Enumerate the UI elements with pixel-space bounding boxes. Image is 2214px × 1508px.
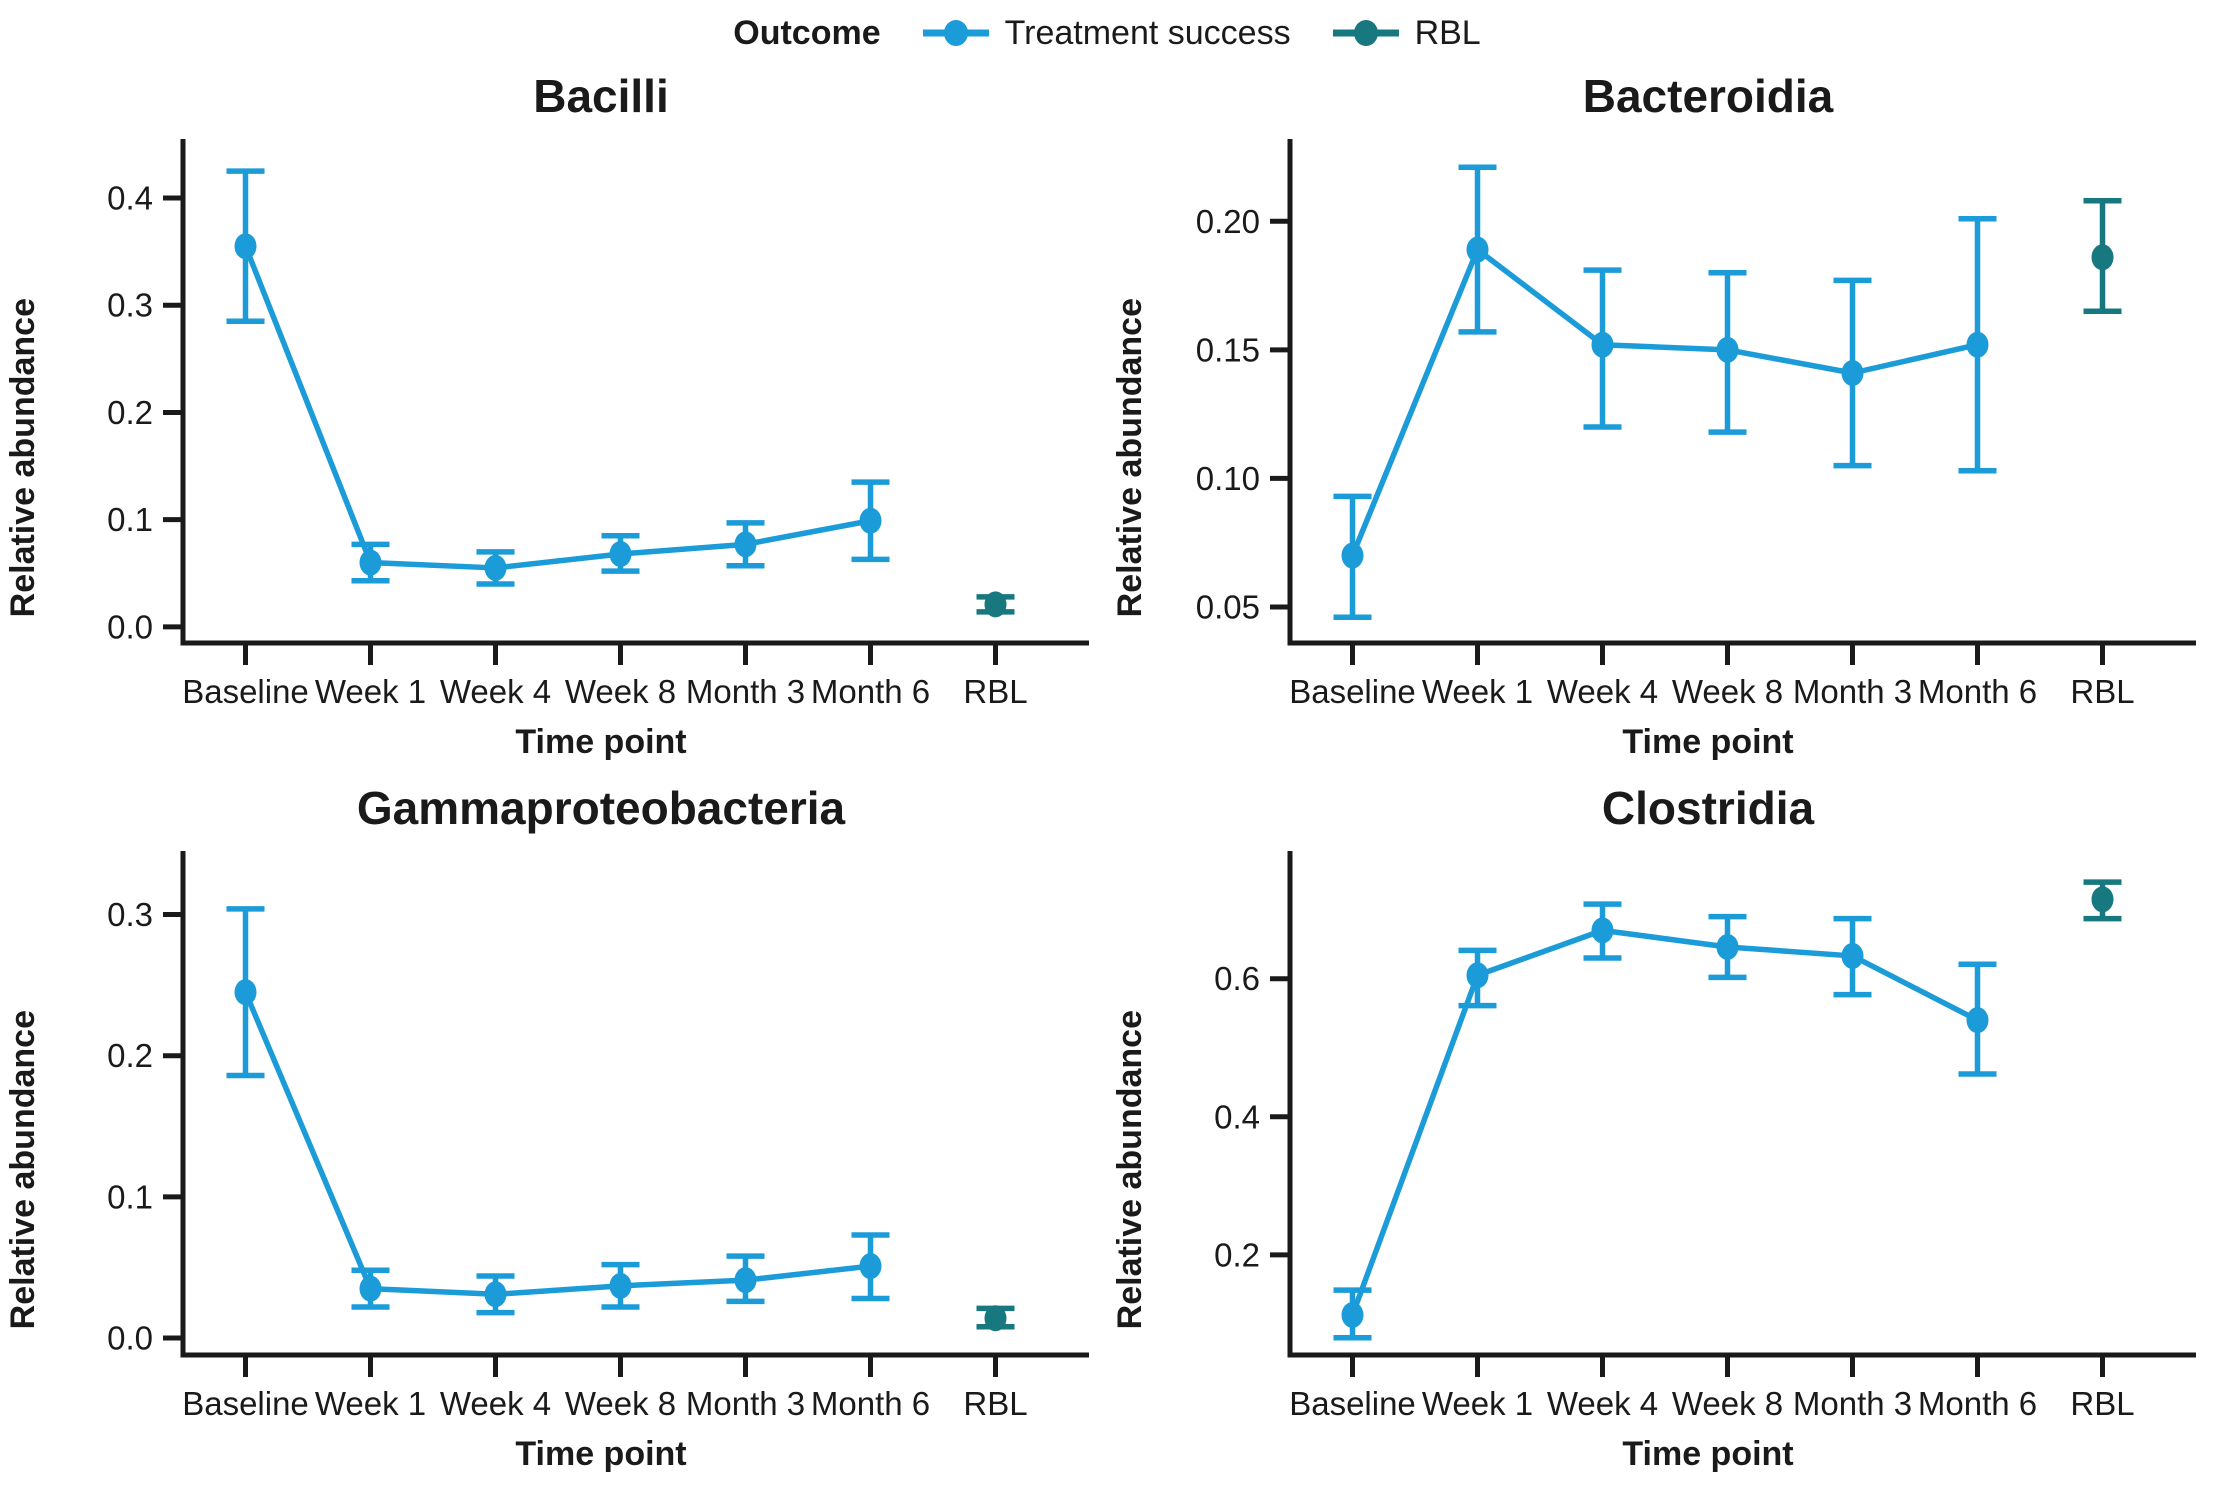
svg-text:Baseline: Baseline — [182, 673, 309, 710]
svg-text:RBL: RBL — [963, 1385, 1027, 1422]
svg-text:0.4: 0.4 — [1214, 1098, 1260, 1135]
x-axis-label: Time point — [1622, 722, 1794, 761]
svg-text:0.15: 0.15 — [1196, 331, 1260, 368]
line-dot-marker-icon — [922, 20, 989, 46]
svg-text:0.2: 0.2 — [107, 394, 153, 431]
svg-text:0.20: 0.20 — [1196, 203, 1260, 240]
svg-text:Month 6: Month 6 — [811, 673, 930, 710]
legend: Outcome Treatment success RBL — [0, 6, 2214, 60]
svg-text:Month 3: Month 3 — [686, 1385, 805, 1422]
svg-text:0.2: 0.2 — [1214, 1236, 1260, 1273]
chart-canvas-bacteroidia: 0.05 0.10 0.15 0.20 Baseline Week 1 Week 4 Week… — [1196, 138, 2196, 710]
y-axis-label: Relative abundance — [1111, 298, 1149, 618]
svg-text:Month 3: Month 3 — [1793, 1385, 1912, 1422]
svg-text:Week 8: Week 8 — [565, 673, 676, 710]
svg-text:Week 8: Week 8 — [1672, 673, 1783, 710]
svg-text:Baseline: Baseline — [1289, 673, 1416, 710]
svg-text:Week 4: Week 4 — [1547, 1385, 1658, 1422]
line-dot-marker-icon — [1332, 20, 1399, 46]
svg-text:Baseline: Baseline — [1289, 1385, 1416, 1422]
svg-text:Week 4: Week 4 — [440, 673, 551, 710]
svg-text:0.2: 0.2 — [107, 1037, 153, 1074]
svg-text:0.4: 0.4 — [107, 179, 153, 216]
svg-text:0.6: 0.6 — [1214, 960, 1260, 997]
legend-item-treatment-success: Treatment success — [921, 14, 1291, 53]
svg-text:0.3: 0.3 — [107, 287, 153, 324]
svg-text:Month 6: Month 6 — [1918, 673, 2037, 710]
y-axis-label: Relative abundance — [4, 1010, 42, 1330]
y-axis-label: Relative abundance — [4, 298, 42, 618]
x-axis-label: Time point — [1622, 1434, 1794, 1473]
y-axis-label: Relative abundance — [1111, 1010, 1149, 1330]
svg-text:0.05: 0.05 — [1196, 588, 1260, 625]
svg-text:RBL: RBL — [963, 673, 1027, 710]
chart-canvas-clostridia: 0.2 0.4 0.6 Baseline Week 1 Week 4 Week 8 Month… — [1214, 850, 2196, 1422]
panel-title: Clostridia — [1601, 781, 1815, 834]
svg-text:Baseline: Baseline — [182, 1385, 309, 1422]
panel-title: Bacilli — [533, 70, 669, 122]
svg-text:Month 6: Month 6 — [811, 1385, 930, 1422]
panel-title: Gammaproteobacteria — [356, 781, 846, 834]
svg-text:Week 4: Week 4 — [440, 1385, 551, 1422]
svg-text:Week 4: Week 4 — [1547, 673, 1658, 710]
chart-panel-clostridia: Clostridia Relative abundance 0.2 0.4 0.6 B… — [1107, 772, 2214, 1484]
svg-text:RBL: RBL — [2070, 673, 2134, 710]
chart-panel-gammaproteobacteria: Gammaproteobacteria Relative abundance 0… — [0, 772, 1107, 1484]
svg-text:0.3: 0.3 — [107, 896, 153, 933]
svg-text:Month 3: Month 3 — [686, 673, 805, 710]
chart-panel-bacteroidia: Bacteroidia Relative abundance 0.05 0.10 0… — [1107, 60, 2214, 772]
panel-title: Bacteroidia — [1582, 70, 1834, 122]
svg-text:Week 8: Week 8 — [565, 1385, 676, 1422]
svg-text:Week 1: Week 1 — [1422, 673, 1533, 710]
chart-canvas-bacilli: 0.0 0.1 0.2 0.3 0.4 Baseline Week 1 Week 4 Week … — [107, 138, 1089, 710]
svg-text:Week 1: Week 1 — [315, 673, 426, 710]
chart-canvas-gammaproteobacteria: 0.0 0.1 0.2 0.3 Baseline Week 1 Week 4 Week 8 Mo… — [107, 850, 1089, 1422]
svg-text:Week 1: Week 1 — [1422, 1385, 1533, 1422]
svg-text:Week 1: Week 1 — [315, 1385, 426, 1422]
svg-text:0.0: 0.0 — [107, 1319, 153, 1356]
x-axis-label: Time point — [515, 1434, 687, 1473]
chart-grid: Bacilli Relative abundance 0.0 0.1 0.2 0.3 0… — [0, 60, 2214, 1484]
svg-text:0.1: 0.1 — [107, 1178, 153, 1215]
x-axis-label: Time point — [515, 722, 687, 761]
svg-text:Month 3: Month 3 — [1793, 673, 1912, 710]
legend-item-label: RBL — [1414, 13, 1481, 52]
legend-item-label: Treatment success — [1004, 13, 1291, 52]
chart-panel-bacilli: Bacilli Relative abundance 0.0 0.1 0.2 0.3 0… — [0, 60, 1107, 772]
svg-text:0.1: 0.1 — [107, 501, 153, 538]
svg-text:Week 8: Week 8 — [1672, 1385, 1783, 1422]
legend-item-rbl: RBL — [1331, 14, 1481, 53]
legend-title: Outcome — [733, 13, 881, 52]
svg-text:0.10: 0.10 — [1196, 460, 1260, 497]
svg-text:0.0: 0.0 — [107, 608, 153, 645]
svg-text:RBL: RBL — [2070, 1385, 2134, 1422]
svg-text:Month 6: Month 6 — [1918, 1385, 2037, 1422]
